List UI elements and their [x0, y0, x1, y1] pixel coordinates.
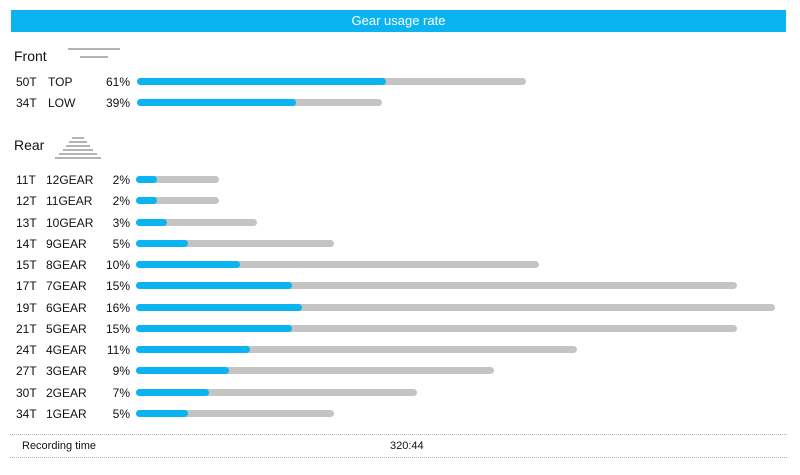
rear-gear-row: 17T 7GEAR 15% — [0, 278, 800, 294]
rear-gear-row: 14T 9GEAR 5% — [0, 236, 800, 252]
gear-name: 12GEAR — [46, 173, 94, 187]
usage-bar-fill — [136, 324, 292, 332]
teeth-count: 21T — [16, 321, 37, 336]
rear-section-label: Rear — [14, 137, 45, 153]
teeth-count: 34T — [16, 96, 37, 110]
teeth-count: 34T — [16, 406, 37, 421]
usage-bar-track — [136, 324, 737, 332]
teeth-count: 50T — [16, 75, 37, 89]
recording-time-row: Recording time 320:44 — [10, 434, 787, 458]
teeth-count: 15T — [16, 258, 37, 272]
teeth-count: 14T — [16, 236, 37, 251]
usage-percent: 16% — [105, 300, 130, 315]
usage-bar-fill — [136, 239, 188, 247]
usage-bar-track — [136, 239, 334, 247]
usage-bar-fill — [137, 78, 386, 85]
recording-time-value: 320:44 — [390, 440, 424, 452]
rear-gear-row: 24T 4GEAR 11% — [0, 342, 800, 358]
gear-name: 9GEAR — [46, 236, 87, 251]
rear-gear-row: 11T 12GEAR 2% — [0, 172, 800, 188]
gear-name: 6GEAR — [46, 300, 87, 315]
gear-name: 11GEAR — [46, 194, 93, 209]
usage-bar-track — [136, 303, 775, 311]
usage-bar-track — [136, 346, 577, 353]
teeth-count: 13T — [16, 215, 37, 230]
recording-time-label: Recording time — [22, 440, 96, 452]
rear-gear-row: 27T 3GEAR 9% — [0, 363, 800, 379]
gear-name: 10GEAR — [46, 215, 94, 230]
rear-gear-row: 30T 2GEAR 7% — [0, 385, 800, 401]
teeth-count: 24T — [16, 343, 37, 357]
usage-percent: 61% — [105, 75, 130, 89]
usage-percent: 39% — [105, 96, 130, 110]
usage-bar-fill — [136, 388, 209, 396]
usage-percent: 5% — [112, 236, 130, 251]
usage-bar-fill — [136, 303, 302, 311]
gear-name: 2GEAR — [46, 385, 87, 400]
usage-bar-fill — [136, 218, 167, 226]
usage-percent: 15% — [105, 321, 130, 336]
usage-bar-track — [136, 261, 539, 268]
usage-percent: 2% — [112, 194, 130, 209]
teeth-count: 12T — [16, 194, 37, 209]
rear-gear-row: 12T 11GEAR 2% — [0, 193, 800, 209]
usage-bar-fill — [136, 367, 229, 375]
usage-percent: 7% — [112, 385, 130, 400]
usage-percent: 15% — [105, 279, 130, 294]
teeth-count: 27T — [16, 364, 37, 379]
usage-percent: 10% — [105, 258, 130, 272]
usage-bar-fill — [136, 409, 188, 417]
rear-gear-row: 21T 5GEAR 15% — [0, 321, 800, 337]
usage-bar-fill — [136, 346, 250, 353]
rear-gear-row: 13T 10GEAR 3% — [0, 215, 800, 231]
usage-percent: 3% — [112, 215, 130, 230]
usage-bar-track — [136, 282, 737, 290]
usage-bar-fill — [136, 282, 292, 290]
usage-bar-track — [136, 176, 219, 183]
gear-name: LOW — [48, 96, 76, 110]
usage-bar-fill — [137, 99, 296, 106]
usage-percent: 11% — [106, 343, 130, 357]
gear-name: 8GEAR — [46, 258, 87, 272]
usage-percent: 2% — [112, 173, 130, 187]
teeth-count: 19T — [16, 300, 37, 315]
rear-gear-row: 19T 6GEAR 16% — [0, 300, 800, 316]
teeth-count: 11T — [16, 173, 36, 187]
usage-bar-track — [136, 367, 494, 375]
teeth-count: 30T — [16, 385, 37, 400]
gear-name: 3GEAR — [46, 364, 87, 379]
usage-bar-track — [137, 99, 382, 106]
usage-bar-track — [137, 78, 526, 85]
gear-name: 5GEAR — [46, 321, 87, 336]
usage-percent: 5% — [112, 406, 130, 421]
usage-bar-fill — [136, 197, 157, 205]
front-gear-row: 50T TOP 61% — [0, 74, 800, 90]
usage-bar-track — [136, 388, 417, 396]
usage-bar-track — [136, 218, 257, 226]
rear-gear-row: 15T 8GEAR 10% — [0, 257, 800, 273]
front-section-label: Front — [14, 48, 47, 64]
gear-name: 1GEAR — [46, 406, 87, 421]
gear-name: TOP — [48, 75, 73, 89]
usage-bar-fill — [136, 176, 157, 183]
teeth-count: 17T — [16, 279, 37, 294]
rear-cassette-icon — [55, 137, 101, 159]
usage-bar-fill — [136, 261, 240, 268]
page-title: Gear usage rate — [11, 10, 786, 32]
front-chainrings-icon — [68, 48, 120, 58]
gear-name: 7GEAR — [46, 279, 87, 294]
gear-name: 4GEAR — [46, 343, 87, 357]
usage-percent: 9% — [112, 364, 130, 379]
usage-bar-track — [136, 409, 334, 417]
rear-gear-row: 34T 1GEAR 5% — [0, 406, 800, 422]
usage-bar-track — [136, 197, 219, 205]
front-gear-row: 34T LOW 39% — [0, 95, 800, 111]
